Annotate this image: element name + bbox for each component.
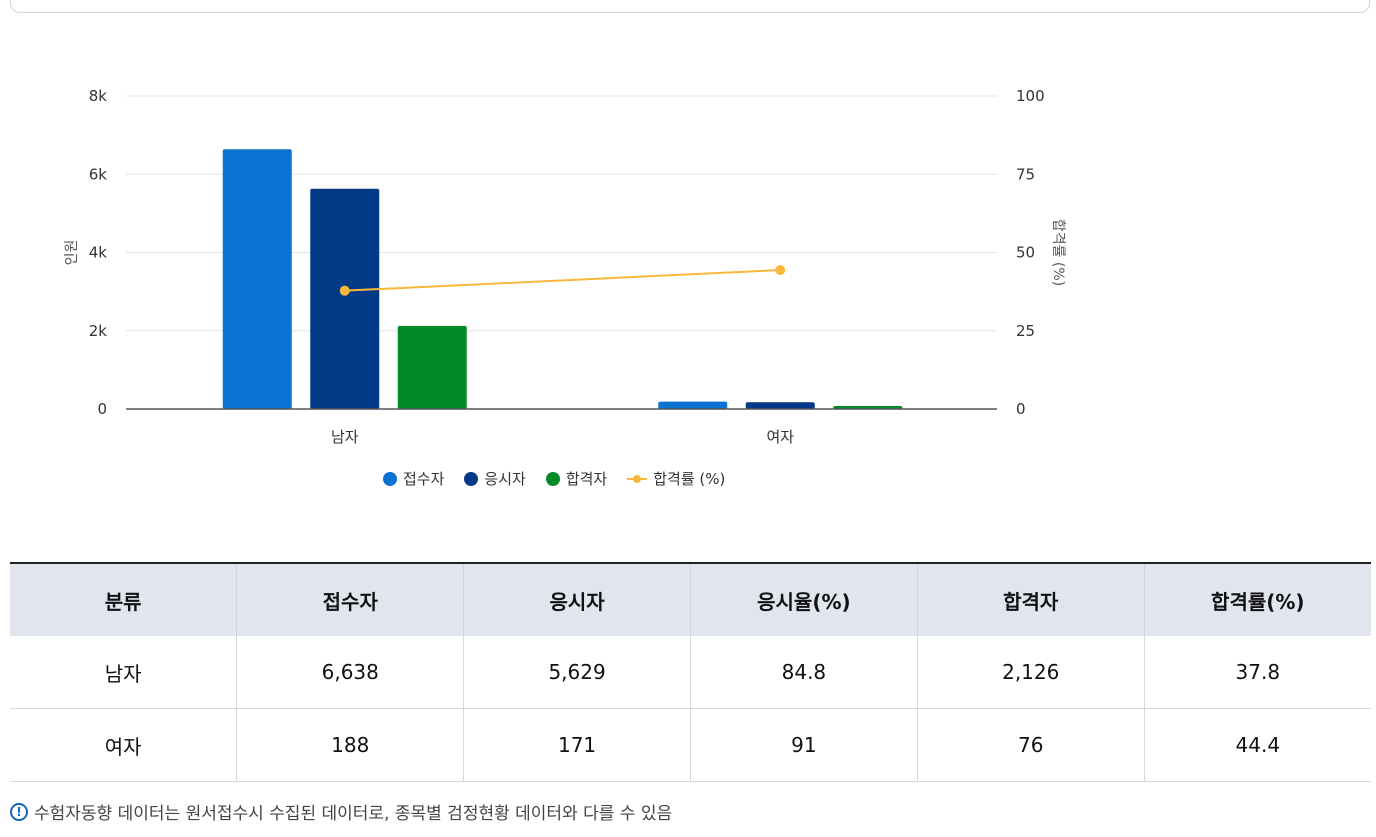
legend-item-applicants[interactable]: 접수자 [383, 468, 444, 489]
y-tick-label: 4k [89, 244, 108, 262]
bar-2-0 [397, 325, 467, 409]
legend-label: 합격률 (%) [653, 470, 726, 488]
data-note: ! 수험자동향 데이터는 원서접수시 수집된 데이터로, 종목별 검정현황 데이… [10, 799, 672, 824]
legend-label: 합격자 [565, 470, 608, 488]
y2-tick-label: 25 [1016, 322, 1035, 340]
table-cell: 171 [463, 708, 691, 782]
pass-rate-point-0 [339, 285, 350, 296]
legend-label: 응시자 [484, 470, 526, 488]
table-cell: 37.8 [1144, 636, 1371, 709]
pass-rate-point-1 [775, 265, 786, 276]
x-tick-label: 여자 [766, 428, 794, 446]
y-tick-label: 8k [89, 87, 108, 105]
bar-1-0 [310, 188, 380, 409]
chart: 0 0 2k 25 4k 50 6k 75 8k 100 인원 합격률 (%) 남자 여자 [64, 87, 1066, 446]
table-cell: 여자 [10, 708, 238, 782]
bar-0-0 [222, 149, 292, 409]
table-row: 여자 188 171 91 76 44.4 [10, 708, 1371, 782]
table-header-cell: 접수자 [236, 563, 465, 636]
info-icon: ! [10, 802, 28, 821]
bar-0-1 [658, 401, 728, 409]
table-row: 남자 6,638 5,629 84.8 2,126 37.8 [10, 636, 1371, 709]
table-header-cell: 응시율(%) [690, 563, 918, 636]
legend-label: 접수자 [403, 470, 445, 488]
bar-1-1 [745, 402, 815, 409]
y2-axis-title: 합격률 (%) [1050, 219, 1066, 286]
legend-item-pass-rate[interactable]: 합격률 (%) [627, 468, 725, 489]
legend-swatch-applicants [383, 471, 397, 486]
table-cell: 남자 [10, 636, 238, 709]
y-tick-label: 0 [97, 400, 107, 418]
y2-tick-label: 75 [1016, 165, 1035, 183]
legend-item-passers[interactable]: 합격자 [545, 468, 608, 489]
table-cell: 44.4 [1144, 708, 1371, 782]
table-header-cell: 분류 [10, 563, 238, 636]
legend-swatch-pass-rate [627, 472, 648, 486]
table-cell: 188 [236, 708, 465, 782]
table-header-cell: 합격자 [917, 563, 1145, 636]
table-cell: 6,638 [236, 636, 465, 709]
table-cell: 76 [917, 708, 1145, 782]
y-tick-label: 2k [89, 322, 108, 340]
stats-table: 분류 접수자 응시자 응시율(%) 합격자 합격률(%) 남자 6,638 5,… [10, 562, 1371, 782]
pass-rate-line [344, 269, 781, 292]
legend-item-examinees[interactable]: 응시자 [464, 468, 526, 489]
y-axis-title: 인원 [64, 240, 80, 266]
table-header-cell: 합격률(%) [1144, 563, 1371, 636]
y-tick-label: 6k [89, 165, 108, 183]
chart-legend: 접수자 응시자 합격자 합격률 (%) [383, 468, 725, 489]
y2-tick-label: 100 [1016, 87, 1045, 105]
table-header-cell: 응시자 [463, 563, 691, 636]
table-cell: 84.8 [690, 636, 918, 709]
table-cell: 5,629 [463, 636, 691, 709]
legend-swatch-examinees [464, 471, 479, 486]
table-cell: 2,126 [917, 636, 1145, 709]
table-cell: 91 [690, 708, 918, 782]
x-tick-label: 남자 [331, 428, 359, 446]
y2-tick-label: 50 [1016, 244, 1035, 262]
legend-swatch-passers [545, 471, 560, 486]
table-header-row: 분류 접수자 응시자 응시율(%) 합격자 합격률(%) [10, 563, 1371, 636]
y2-tick-label: 0 [1016, 400, 1026, 418]
note-text: 수험자동향 데이터는 원서접수시 수집된 데이터로, 종목별 검정현황 데이터와… [34, 804, 673, 824]
